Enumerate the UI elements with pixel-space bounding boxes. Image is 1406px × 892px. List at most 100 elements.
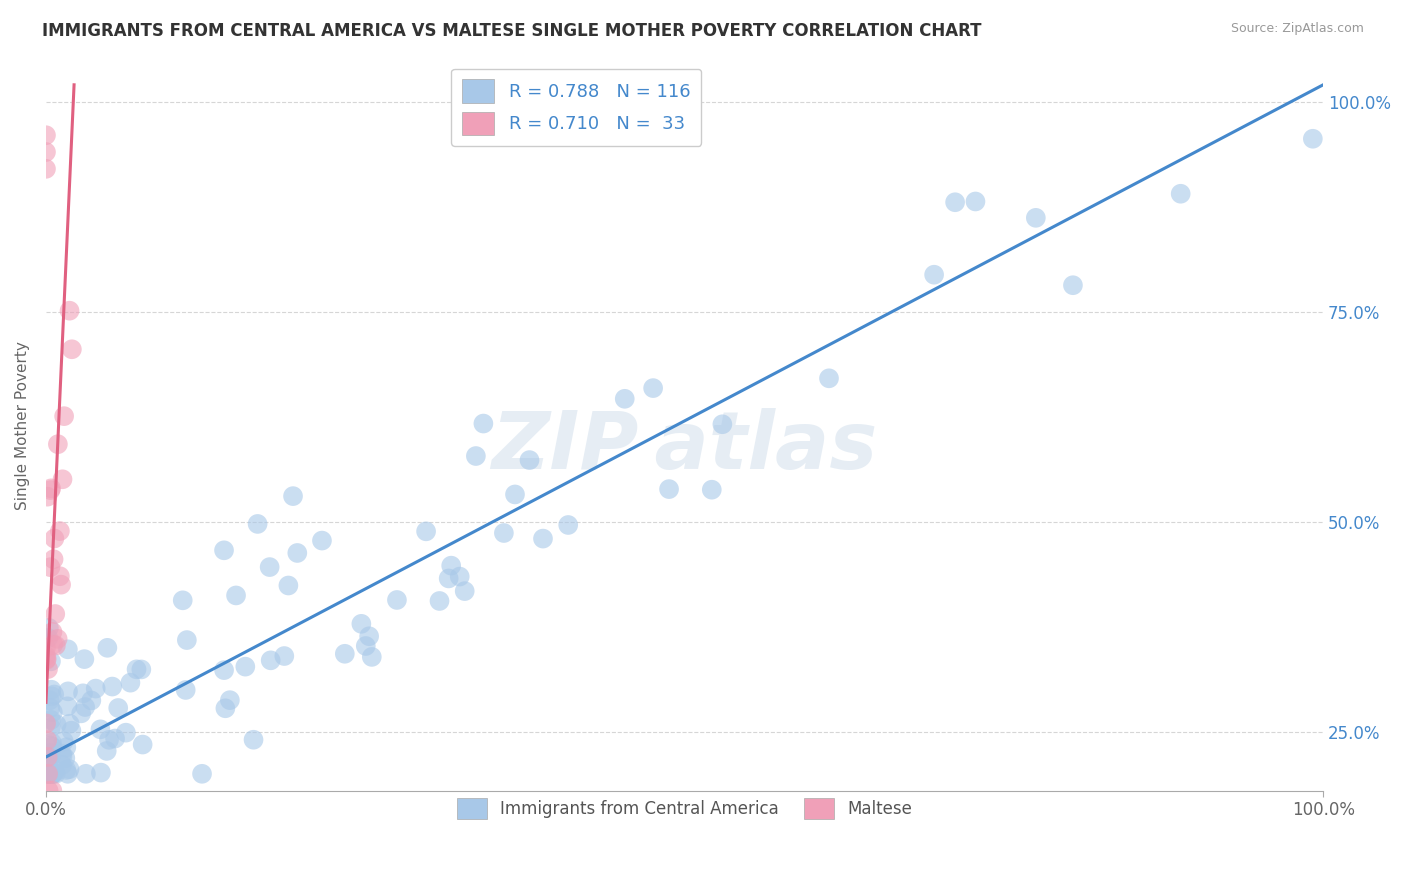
Point <box>1302 132 1324 146</box>
Point <box>277 578 299 592</box>
Point <box>260 653 283 667</box>
Point <box>41 736 63 750</box>
Point <box>101 680 124 694</box>
Point <box>503 487 526 501</box>
Point <box>38 783 60 797</box>
Point <box>1062 278 1084 293</box>
Point <box>464 449 486 463</box>
Point <box>41 690 63 704</box>
Point <box>46 437 69 451</box>
Point <box>37 750 59 764</box>
Point <box>58 303 80 318</box>
Point <box>35 145 58 159</box>
Point <box>37 662 59 676</box>
Point <box>35 128 58 143</box>
Point <box>41 766 63 780</box>
Point <box>35 161 58 176</box>
Point <box>259 560 281 574</box>
Point <box>454 584 477 599</box>
Legend: Immigrants from Central America, Maltese: Immigrants from Central America, Maltese <box>450 791 920 826</box>
Point <box>519 453 541 467</box>
Point <box>643 381 665 395</box>
Point <box>96 640 118 655</box>
Text: Source: ZipAtlas.com: Source: ZipAtlas.com <box>1230 22 1364 36</box>
Point <box>52 734 75 748</box>
Point <box>45 639 67 653</box>
Point <box>55 740 77 755</box>
Point <box>56 699 79 714</box>
Point <box>44 607 66 621</box>
Point <box>51 747 73 761</box>
Point <box>49 569 72 583</box>
Point <box>89 723 111 737</box>
Point <box>613 392 636 406</box>
Point <box>80 693 103 707</box>
Y-axis label: Single Mother Poverty: Single Mother Poverty <box>15 341 30 509</box>
Point <box>39 739 62 753</box>
Point <box>38 766 60 780</box>
Point <box>359 629 381 643</box>
Point <box>39 766 62 780</box>
Point <box>42 766 65 780</box>
Point <box>60 723 83 738</box>
Point <box>84 681 107 696</box>
Point <box>191 766 214 780</box>
Point <box>131 662 153 676</box>
Point <box>115 725 138 739</box>
Point <box>429 594 451 608</box>
Point <box>415 524 437 539</box>
Point <box>41 783 63 797</box>
Point <box>41 766 63 780</box>
Point <box>125 662 148 676</box>
Point <box>922 268 945 282</box>
Point <box>49 524 72 538</box>
Point <box>131 738 153 752</box>
Point <box>37 756 59 770</box>
Point <box>98 732 121 747</box>
Point <box>104 731 127 746</box>
Point <box>42 766 65 780</box>
Point <box>39 701 62 715</box>
Point <box>39 746 62 760</box>
Point <box>1025 211 1047 225</box>
Point <box>700 483 723 497</box>
Point <box>658 482 681 496</box>
Point <box>44 688 66 702</box>
Point <box>246 516 269 531</box>
Point <box>333 647 356 661</box>
Point <box>39 654 62 668</box>
Point <box>311 533 333 548</box>
Point <box>70 706 93 721</box>
Point <box>73 652 96 666</box>
Point <box>225 589 247 603</box>
Point <box>37 766 59 780</box>
Text: IMMIGRANTS FROM CENTRAL AMERICA VS MALTESE SINGLE MOTHER POVERTY CORRELATION CHA: IMMIGRANTS FROM CENTRAL AMERICA VS MALTE… <box>42 22 981 40</box>
Point <box>39 766 62 780</box>
Point <box>437 571 460 585</box>
Point <box>1170 186 1192 201</box>
Point <box>37 751 59 765</box>
Point <box>120 675 142 690</box>
Point <box>51 472 73 486</box>
Point <box>46 632 69 646</box>
Point <box>41 739 63 754</box>
Point <box>35 649 58 664</box>
Point <box>174 682 197 697</box>
Point <box>59 716 82 731</box>
Point <box>385 593 408 607</box>
Point <box>965 194 987 209</box>
Point <box>38 766 60 780</box>
Point <box>35 652 58 666</box>
Point <box>472 417 495 431</box>
Point <box>233 659 256 673</box>
Point <box>35 653 58 667</box>
Point <box>35 716 58 731</box>
Point <box>58 762 80 776</box>
Point <box>75 766 97 780</box>
Point <box>37 766 59 780</box>
Point <box>96 744 118 758</box>
Point <box>39 766 62 780</box>
Point <box>44 532 66 546</box>
Point <box>440 558 463 573</box>
Point <box>39 721 62 735</box>
